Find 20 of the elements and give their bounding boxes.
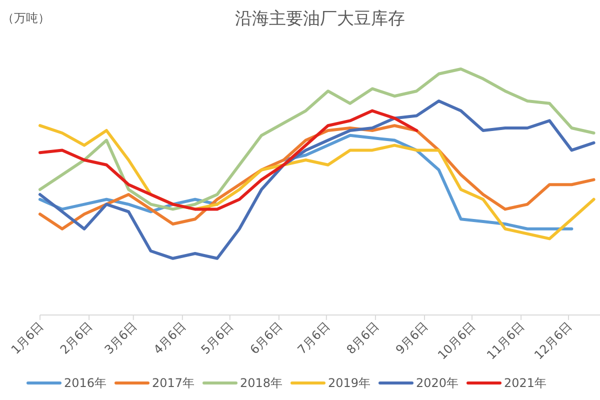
legend-label: 2018年 [240, 376, 283, 390]
legend-label: 2021年 [504, 376, 547, 390]
legend-label: 2019年 [328, 376, 371, 390]
x-tick-label: 8月6日 [344, 319, 382, 357]
legend-label: 2016年 [64, 376, 107, 390]
legend-label: 2020年 [416, 376, 459, 390]
legend-label: 2017年 [152, 376, 195, 390]
x-tick-label: 12月6日 [532, 319, 575, 362]
x-tick-label: 3月6日 [102, 319, 140, 357]
x-tick-label: 5月6日 [198, 319, 236, 357]
y-axis-title: （万吨） [2, 11, 50, 25]
chart-title: 沿海主要油厂大豆库存 [235, 9, 405, 29]
x-tick-label: 6月6日 [247, 319, 286, 357]
x-tick-label: 1月6日 [8, 319, 46, 357]
x-tick-label: 7月6日 [294, 319, 333, 357]
x-tick-label: 9月6日 [392, 319, 431, 357]
x-tick-label: 4月6日 [150, 319, 189, 357]
x-tick-label: 11月6日 [484, 319, 528, 362]
x-tick-label: 10月6日 [435, 319, 478, 362]
x-tick-label: 2月6日 [58, 319, 96, 357]
